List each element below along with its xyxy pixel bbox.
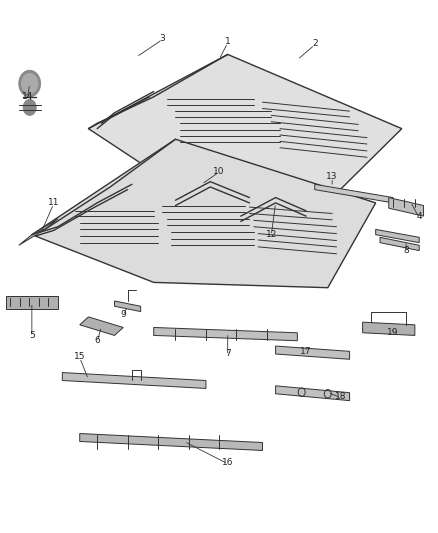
Text: 8: 8	[403, 246, 409, 255]
Text: 16: 16	[222, 458, 233, 467]
Circle shape	[19, 70, 41, 97]
Text: 11: 11	[48, 198, 60, 207]
Circle shape	[23, 100, 36, 115]
Polygon shape	[6, 296, 58, 309]
Text: 19: 19	[387, 328, 399, 337]
Polygon shape	[380, 237, 419, 251]
Polygon shape	[32, 139, 376, 288]
Text: 18: 18	[335, 392, 346, 401]
Polygon shape	[154, 327, 297, 341]
Polygon shape	[276, 386, 350, 401]
Text: 9: 9	[120, 310, 126, 319]
Circle shape	[21, 73, 39, 94]
Polygon shape	[19, 219, 58, 245]
Text: 14: 14	[22, 92, 33, 101]
Text: 10: 10	[213, 166, 225, 175]
Polygon shape	[80, 317, 123, 335]
Polygon shape	[389, 198, 424, 216]
Polygon shape	[115, 301, 141, 312]
Polygon shape	[80, 433, 262, 450]
Text: 12: 12	[265, 230, 277, 239]
Text: 3: 3	[159, 34, 165, 43]
Text: 4: 4	[417, 212, 422, 221]
Text: 5: 5	[29, 331, 35, 340]
Polygon shape	[376, 229, 419, 243]
Text: 1: 1	[225, 37, 230, 46]
Polygon shape	[363, 322, 415, 335]
Text: 13: 13	[326, 172, 338, 181]
Text: 17: 17	[300, 347, 312, 356]
Polygon shape	[62, 373, 206, 389]
Polygon shape	[276, 346, 350, 359]
Polygon shape	[88, 54, 402, 198]
Text: 7: 7	[225, 350, 230, 359]
Text: 15: 15	[74, 352, 85, 361]
Text: 6: 6	[94, 336, 100, 345]
Text: 2: 2	[312, 39, 318, 49]
Polygon shape	[315, 184, 393, 203]
